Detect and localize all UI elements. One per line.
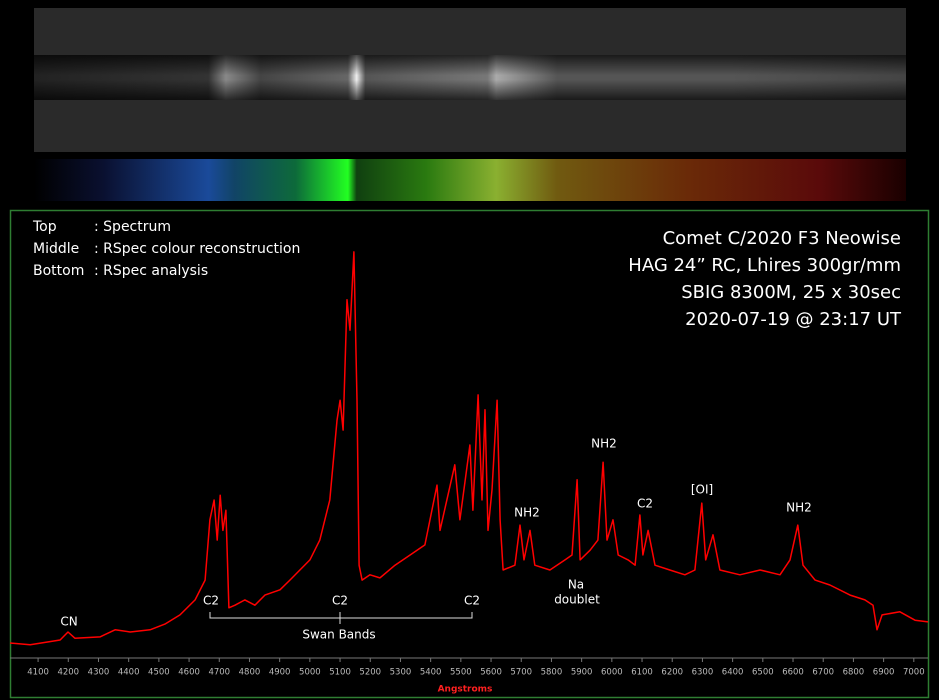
x-tick-label: 5900 <box>571 668 593 678</box>
annotation: Swan Bands <box>302 628 375 642</box>
swan-bracket <box>209 612 473 624</box>
x-axis-label: Angstroms <box>438 685 493 695</box>
x-tick-label: 6600 <box>782 668 804 678</box>
x-tick-label: 4100 <box>27 668 49 678</box>
x-tick-label: 4600 <box>178 668 200 678</box>
x-tick-label: 5000 <box>299 668 321 678</box>
x-tick-label: 5300 <box>390 668 412 678</box>
x-tick-label: 7000 <box>903 668 925 678</box>
x-tick-label: 6300 <box>692 668 714 678</box>
x-tick-label: 4900 <box>269 668 291 678</box>
title-line: HAG 24” RC, Lhires 300gr/mm <box>628 255 901 276</box>
spectrum-line <box>9 251 929 646</box>
key-text: : RSpec colour reconstruction <box>94 241 300 257</box>
x-tick-label: 6500 <box>752 668 774 678</box>
spectrum-band-fade <box>34 55 906 100</box>
x-tick-label: 5400 <box>420 668 442 678</box>
annotation: C2 <box>203 594 219 608</box>
colour-reconstruction <box>34 159 906 201</box>
title-line: SBIG 8300M, 25 x 30sec <box>681 282 901 303</box>
x-tick-label: 6700 <box>812 668 834 678</box>
annotation: doublet <box>554 593 600 607</box>
x-tick-label: 4200 <box>57 668 79 678</box>
annotation: C2 <box>464 594 480 608</box>
x-tick-label: 6400 <box>722 668 744 678</box>
annotation: [OI] <box>691 483 713 497</box>
x-tick-label: 4300 <box>88 668 110 678</box>
title-line: Comet C/2020 F3 Neowise <box>663 228 901 249</box>
key-name: Top <box>32 219 57 235</box>
key-text: : Spectrum <box>94 219 171 235</box>
analysis-frame <box>9 209 930 699</box>
x-tick-label: 6000 <box>601 668 623 678</box>
x-tick-label: 5700 <box>510 668 532 678</box>
x-tick-label: 4500 <box>148 668 170 678</box>
x-tick-label: 6200 <box>661 668 683 678</box>
x-tick-label: 4800 <box>239 668 261 678</box>
x-tick-label: 5500 <box>450 668 472 678</box>
key-text: : RSpec analysis <box>94 263 208 279</box>
x-tick-label: 5100 <box>329 668 351 678</box>
x-tick-label: 6100 <box>631 668 653 678</box>
annotation: Na <box>568 578 584 592</box>
annotation: C2 <box>332 594 348 608</box>
x-tick-label: 6900 <box>873 668 895 678</box>
x-tick-label: 4700 <box>208 668 230 678</box>
x-tick-label: 5600 <box>480 668 502 678</box>
annotation: NH2 <box>786 501 812 515</box>
x-tick-label: 5200 <box>359 668 381 678</box>
x-tick-label: 5800 <box>541 668 563 678</box>
title-line: 2020-07-19 @ 23:17 UT <box>685 309 902 330</box>
annotation: NH2 <box>514 506 540 520</box>
key-name: Bottom <box>33 263 84 279</box>
x-tick-label: 4400 <box>118 668 140 678</box>
x-tick-label: 6800 <box>843 668 865 678</box>
annotation: NH2 <box>591 437 617 451</box>
key-name: Middle <box>33 241 79 257</box>
annotation: CN <box>60 615 77 629</box>
annotation: C2 <box>637 497 653 511</box>
